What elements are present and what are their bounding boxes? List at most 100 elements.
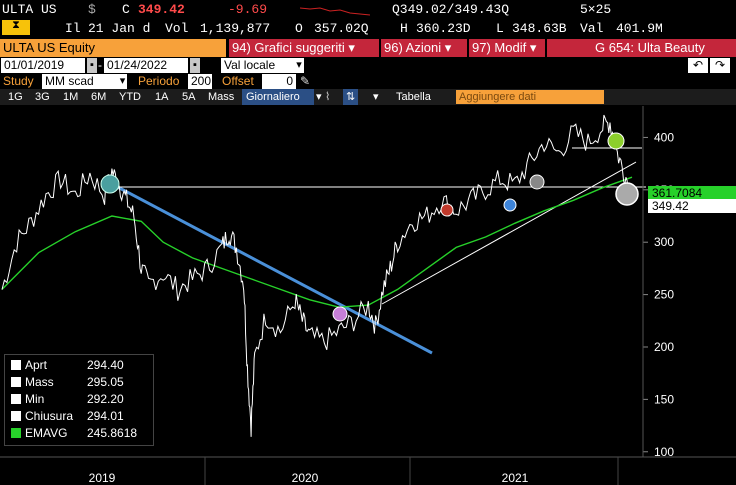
period-1a[interactable]: 1A xyxy=(155,91,169,103)
legend-box: Aprt 294.40 Mass 295.05 Min 292.20 Chiusura… xyxy=(4,354,154,446)
period-5a[interactable]: 5A xyxy=(182,91,196,103)
undo-icon[interactable]: ↶ xyxy=(688,58,708,73)
dropdown-arrow-icon: ▾ xyxy=(444,40,452,55)
value-label: Val xyxy=(580,21,604,36)
period-label: Periodo xyxy=(138,74,180,88)
close-label: C xyxy=(122,2,130,17)
period-toolbar: 1G 3G 1M 6M YTD 1A 5A Mass Giornaliero ▾… xyxy=(0,89,736,105)
period-3g[interactable]: 3G xyxy=(35,91,50,103)
x-tick-label: 2019 xyxy=(89,471,116,485)
dropdown-arrow-icon: ▾ xyxy=(348,40,355,55)
sparkline-icon xyxy=(300,7,370,16)
dropdown-arrow-icon[interactable]: ▾ xyxy=(294,58,304,73)
modify-menu[interactable]: 97) Modif ▾ xyxy=(469,39,545,57)
quote-date: 21 Jan d xyxy=(88,21,151,36)
trade-size: 5×25 xyxy=(580,2,612,17)
x-tick-label: 2021 xyxy=(502,471,529,485)
marker-event-red[interactable] xyxy=(440,203,454,217)
x-tick-label: 2020 xyxy=(292,471,319,485)
actions-label: 96) Azioni xyxy=(384,40,442,55)
period-input[interactable]: 200 xyxy=(188,74,212,89)
open-price: 357.02Q xyxy=(314,21,369,36)
ticker[interactable]: ULTA US xyxy=(2,2,57,17)
period-1m[interactable]: 1M xyxy=(63,91,79,103)
period-6m[interactable]: 6M xyxy=(91,91,107,103)
marker-event-blue[interactable] xyxy=(503,198,517,212)
ema-line xyxy=(1,176,633,308)
legend-swatch xyxy=(11,394,21,404)
table-button[interactable]: Tabella xyxy=(396,91,431,103)
marker-breakout[interactable] xyxy=(332,306,348,322)
x-axis-labels: 2019 2020 2021 xyxy=(89,457,619,485)
group-menu[interactable]: G 654: Ulta Beauty xyxy=(547,39,736,57)
volume: 1,139,877 xyxy=(200,21,271,36)
date-range-bar: 01/01/2019 ▪ - 01/24/2022 ▪ Val locale ▾… xyxy=(0,58,736,74)
redo-icon[interactable]: ↷ xyxy=(710,58,730,73)
currency-mode-select[interactable]: Val locale xyxy=(221,58,301,73)
start-date-input[interactable]: 01/01/2019 xyxy=(1,58,85,73)
marker-last-price[interactable] xyxy=(615,182,639,206)
legend-row-high: Mass 295.05 xyxy=(11,375,124,390)
security-field[interactable]: ULTA US Equity xyxy=(0,39,226,57)
legend-swatch xyxy=(11,411,21,421)
marker-high-2019[interactable] xyxy=(100,174,120,194)
legend-row-ema: EMAVG 245.8618 xyxy=(11,426,137,441)
low-price: 348.63B xyxy=(512,21,567,36)
y-axis-labels: 100150200250300350400 xyxy=(642,106,674,459)
high-label: H xyxy=(400,21,408,36)
study-bar: Study MM scad ▾ Periodo 200 Offset 0 ✎ xyxy=(0,74,736,90)
period-1g[interactable]: 1G xyxy=(8,91,23,103)
legend-row-open: Aprt 294.40 xyxy=(11,358,124,373)
offset-input[interactable]: 0 xyxy=(262,74,296,89)
period-ytd[interactable]: YTD xyxy=(119,91,141,103)
dropdown-arrow-icon[interactable]: ▾ xyxy=(373,91,379,103)
legend-swatch xyxy=(11,360,21,370)
y-tick-label: 300 xyxy=(654,235,674,249)
y-tick-label: 400 xyxy=(654,130,674,144)
high-price: 360.23D xyxy=(416,21,471,36)
dropdown-arrow-icon[interactable]: ▾ xyxy=(118,74,127,89)
suggested-charts-menu[interactable]: 94) Grafici suggeriti ▾ xyxy=(229,39,379,57)
close-price: 349.42 xyxy=(138,2,185,17)
alert-icon[interactable]: ⧗ xyxy=(2,20,30,35)
currency: $ xyxy=(88,2,96,17)
modify-label: 97) Modif xyxy=(472,40,527,55)
il-label: Il xyxy=(65,21,81,36)
legend-row-close: Chiusura 294.01 xyxy=(11,409,124,424)
low-label: L xyxy=(496,21,504,36)
dropdown-arrow-icon: ▾ xyxy=(529,40,537,55)
security-bar: ULTA US Equity 94) Grafici suggeriti ▾ 9… xyxy=(0,39,736,57)
legend-swatch xyxy=(11,428,21,438)
price-line xyxy=(1,114,633,437)
marker-event-grey[interactable] xyxy=(529,174,545,190)
calendar-icon[interactable]: ▪ xyxy=(87,58,97,73)
quote-stats: ⧗ Il 21 Jan d Vol 1,139,877 O 357.02Q H … xyxy=(0,20,736,38)
volume-label: Vol xyxy=(165,21,189,36)
uptrend-line[interactable] xyxy=(381,161,637,305)
quote-header: ULTA US $ C 349.42 -9.69 Q349.02/349.43Q… xyxy=(0,0,736,20)
frequency-select[interactable]: Giornaliero xyxy=(242,89,314,105)
calendar-icon[interactable]: ▪ xyxy=(190,58,200,73)
end-date-input[interactable]: 01/24/2022 xyxy=(104,58,188,73)
y-tick-label: 250 xyxy=(654,288,674,302)
line-chart-icon[interactable]: ⌇ xyxy=(325,91,331,103)
open-label: O xyxy=(295,21,303,36)
period-max[interactable]: Mass xyxy=(208,91,235,103)
suggested-charts-label: 94) Grafici suggeriti xyxy=(232,40,345,55)
range-dash: - xyxy=(98,58,102,72)
offset-label: Offset xyxy=(222,74,254,88)
study-select[interactable]: MM scad xyxy=(42,74,126,89)
legend-swatch xyxy=(11,377,21,387)
study-label: Study xyxy=(3,74,34,88)
marker-event-green[interactable] xyxy=(607,132,625,150)
edit-pencil-icon[interactable]: ✎ xyxy=(300,74,311,88)
y-tick-label: 200 xyxy=(654,340,674,354)
price-change: -9.69 xyxy=(228,2,268,17)
downtrend-line[interactable] xyxy=(109,181,433,355)
bid-ask: Q349.02/349.43Q xyxy=(392,2,510,17)
add-data-input[interactable]: Aggiungere dati xyxy=(456,90,604,104)
bar-chart-icon[interactable]: ⇅ xyxy=(343,89,359,105)
legend-row-low: Min 292.20 xyxy=(11,392,124,407)
actions-menu[interactable]: 96) Azioni ▾ xyxy=(381,39,467,57)
dropdown-arrow-icon[interactable]: ▾ xyxy=(316,91,322,103)
